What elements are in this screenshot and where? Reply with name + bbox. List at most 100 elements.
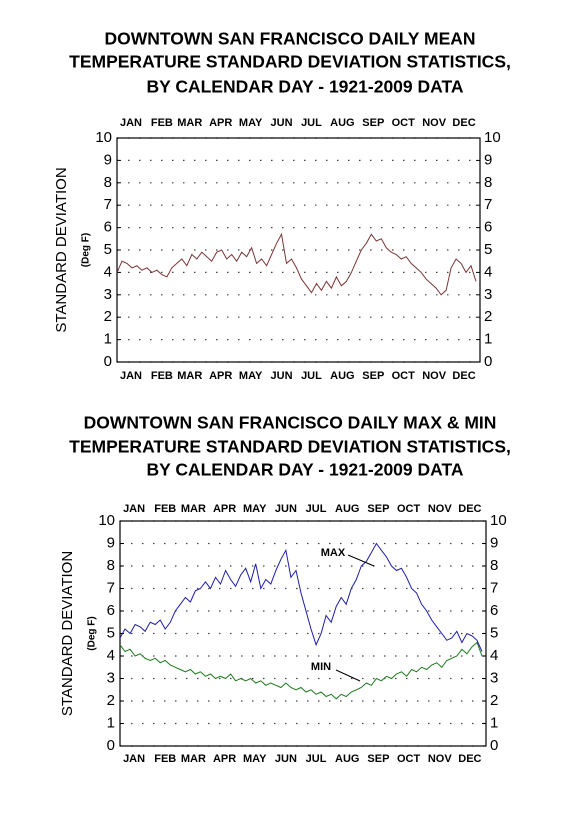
- y-tick-label: 8: [490, 557, 498, 574]
- y-tick-label: 2: [490, 692, 498, 709]
- y-tick-label: 10: [484, 129, 501, 146]
- x-tick-label: FEB: [151, 370, 173, 382]
- y-tick-label: 7: [484, 196, 492, 213]
- y-tick-label: 9: [490, 534, 498, 551]
- x-tick-label: DEC: [458, 753, 481, 765]
- x-tick-label: MAY: [243, 503, 267, 515]
- x-tick-label: MAY: [243, 753, 267, 765]
- x-tick-label: OCT: [392, 370, 416, 382]
- y-tick-label: 6: [107, 602, 115, 619]
- y-tick-label: 2: [484, 308, 492, 325]
- y-tick-label: 9: [107, 534, 115, 551]
- y-tick-label: 3: [107, 669, 115, 686]
- y-tick-label: 6: [104, 219, 112, 236]
- x-tick-label: JAN: [120, 370, 142, 382]
- y-tick-label: 8: [107, 557, 115, 574]
- y-tick-label: 3: [104, 286, 112, 303]
- y-tick-label: 5: [104, 241, 112, 258]
- x-tick-label: SEP: [362, 117, 384, 129]
- x-tick-label: AUG: [335, 503, 359, 515]
- chart-title: TEMPERATURE STANDARD DEVIATION STATISTIC…: [69, 52, 511, 72]
- x-tick-label: FEB: [154, 503, 176, 515]
- x-tick-label: DEC: [452, 370, 475, 382]
- data-line: [119, 542, 483, 652]
- y-tick-label: 1: [104, 331, 112, 348]
- x-tick-label: NOV: [422, 117, 447, 129]
- y-axis-unit: (Deg F): [81, 233, 92, 267]
- x-tick-label: JUN: [275, 753, 297, 765]
- x-tick-label: MAY: [239, 117, 263, 129]
- x-tick-label: JAN: [120, 117, 142, 129]
- x-tick-label: JUL: [306, 503, 327, 515]
- x-tick-label: MAR: [177, 370, 202, 382]
- y-tick-label: 0: [107, 737, 115, 754]
- y-tick-label: 4: [107, 647, 115, 664]
- x-tick-label: APR: [209, 370, 232, 382]
- x-tick-label: AUG: [335, 753, 359, 765]
- x-tick-label: FEB: [154, 753, 176, 765]
- y-tick-label: 6: [490, 602, 498, 619]
- x-tick-label: FEB: [151, 117, 173, 129]
- y-axis-label: STANDARD DEVIATION: [53, 167, 70, 332]
- x-tick-label: SEP: [362, 370, 384, 382]
- y-tick-label: 1: [107, 714, 115, 731]
- x-tick-label: JUL: [301, 370, 322, 382]
- x-tick-label: DEC: [452, 117, 475, 129]
- x-tick-label: MAR: [177, 117, 202, 129]
- y-tick-label: 9: [104, 151, 112, 168]
- x-tick-label: OCT: [392, 117, 416, 129]
- x-tick-label: JUN: [275, 503, 297, 515]
- chart-title: DOWNTOWN SAN FRANCISCO DAILY MEAN: [104, 29, 475, 49]
- y-tick-label: 7: [490, 579, 498, 596]
- annotation-leader: [347, 554, 375, 567]
- y-tick-label: 4: [490, 647, 498, 664]
- y-axis-label: STANDARD DEVIATION: [59, 551, 76, 716]
- series-annotation: MAX: [321, 547, 346, 559]
- x-tick-label: NOV: [428, 503, 453, 515]
- x-tick-label: OCT: [397, 503, 421, 515]
- x-tick-label: APR: [213, 753, 236, 765]
- y-tick-label: 8: [484, 174, 492, 191]
- x-tick-label: JUN: [271, 370, 293, 382]
- y-axis-unit: (Deg F): [87, 616, 98, 650]
- y-tick-label: 3: [484, 286, 492, 303]
- y-tick-label: 10: [98, 512, 115, 529]
- y-tick-label: 10: [95, 129, 112, 146]
- x-tick-label: AUG: [330, 370, 354, 382]
- y-tick-label: 1: [490, 714, 498, 731]
- plot-frame: [116, 137, 481, 363]
- annotation-leader: [335, 669, 361, 682]
- y-tick-label: 6: [484, 219, 492, 236]
- series-annotation: MIN: [311, 661, 331, 673]
- x-tick-label: DEC: [458, 503, 481, 515]
- y-tick-label: 7: [107, 579, 115, 596]
- x-tick-label: MAR: [181, 753, 206, 765]
- x-tick-label: SEP: [367, 753, 389, 765]
- chart-title: TEMPERATURE STANDARD DEVIATION STATISTIC…: [69, 437, 511, 457]
- y-tick-label: 0: [484, 353, 492, 370]
- chart-title: BY CALENDAR DAY - 1921-2009 DATA: [146, 77, 463, 97]
- y-tick-label: 5: [107, 624, 115, 641]
- y-tick-label: 8: [104, 174, 112, 191]
- x-tick-label: MAY: [239, 370, 263, 382]
- y-tick-label: 2: [107, 692, 115, 709]
- data-line: [119, 641, 483, 700]
- x-tick-label: JAN: [123, 503, 145, 515]
- y-tick-label: 0: [104, 353, 112, 370]
- y-tick-label: 0: [490, 737, 498, 754]
- y-tick-label: 2: [104, 308, 112, 325]
- x-tick-label: JAN: [123, 753, 145, 765]
- x-tick-label: NOV: [428, 753, 453, 765]
- x-tick-label: APR: [213, 503, 236, 515]
- y-tick-label: 5: [484, 241, 492, 258]
- x-tick-label: OCT: [397, 753, 421, 765]
- y-tick-label: 7: [104, 196, 112, 213]
- x-tick-label: NOV: [422, 370, 447, 382]
- x-tick-label: JUN: [271, 117, 293, 129]
- x-tick-label: JUL: [301, 117, 322, 129]
- chart-title: DOWNTOWN SAN FRANCISCO DAILY MAX & MIN: [84, 413, 497, 433]
- x-tick-label: SEP: [367, 503, 389, 515]
- y-tick-label: 4: [484, 263, 492, 280]
- data-line: [116, 232, 477, 296]
